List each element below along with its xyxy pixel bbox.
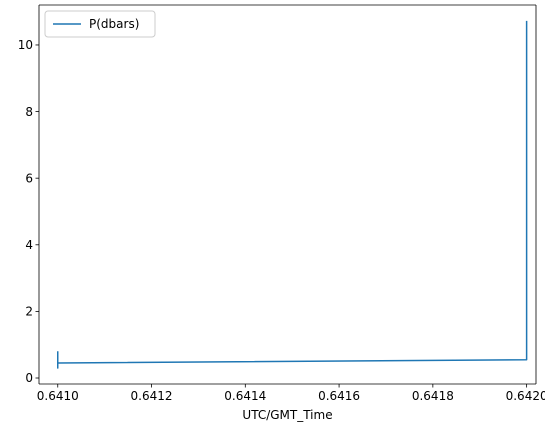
y-tick-label: 2	[25, 305, 33, 319]
y-tick-label: 6	[25, 171, 33, 185]
y-tick-label: 8	[25, 105, 33, 119]
legend-label: P(dbars)	[89, 17, 139, 31]
y-tick-label: 10	[18, 38, 33, 52]
x-tick-label: 0.6416	[318, 389, 360, 403]
x-tick-label: 0.6412	[131, 389, 173, 403]
x-tick-label: 0.6420	[506, 389, 545, 403]
legend-box	[44, 10, 156, 38]
x-tick-label: 0.6410	[37, 389, 79, 403]
series-line-0	[57, 20, 528, 369]
legend: P(dbars)	[44, 10, 156, 38]
axes: 0.6410 0.6412 0.6414 0.6416 0.6418 0.6420 0 2 4 6…	[18, 4, 545, 403]
y-tick-label: 4	[25, 238, 33, 252]
y-tick-label: 0	[25, 371, 33, 385]
plot-area	[57, 20, 528, 369]
x-tick-label: 0.6418	[412, 389, 454, 403]
x-axis-label: UTC/GMT_Time	[242, 408, 332, 422]
x-tick-label: 0.6414	[224, 389, 266, 403]
